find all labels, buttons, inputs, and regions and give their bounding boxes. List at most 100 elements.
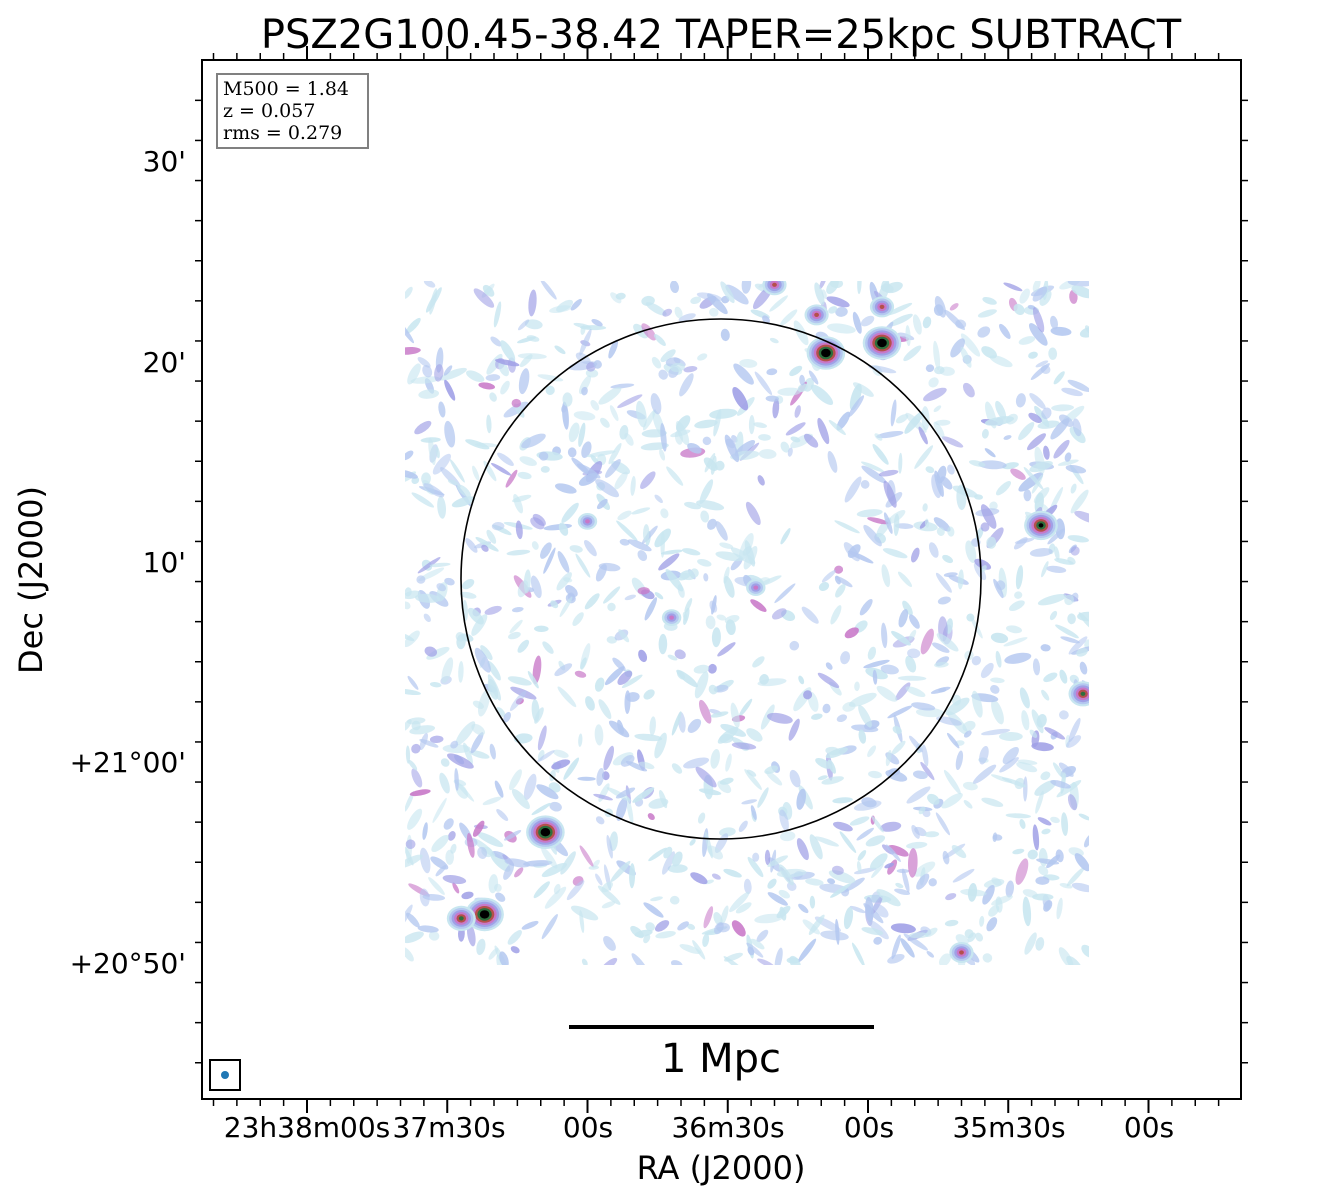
noise-blob (658, 633, 668, 655)
noise-blob (671, 763, 683, 774)
y-tick-label: +20°50' (70, 947, 186, 980)
noise-blob (898, 452, 903, 474)
noise-blob (934, 661, 949, 668)
noise-blob (905, 412, 927, 433)
noise-blob (489, 743, 496, 760)
noise-blob (951, 694, 962, 706)
noise-blob (586, 362, 596, 372)
noise-blob (989, 355, 1013, 368)
noise-blob (754, 913, 784, 924)
y-tick-label: 20' (143, 346, 186, 379)
noise-blob (905, 325, 911, 347)
source-contour (821, 348, 831, 358)
noise-blob (584, 593, 600, 610)
noise-blob (924, 518, 930, 528)
noise-blob (540, 465, 550, 473)
noise-blob (594, 677, 605, 692)
noise-blob (496, 809, 509, 821)
noise-blob (717, 780, 732, 794)
noise-blob (1054, 546, 1060, 560)
noise-blob (651, 356, 662, 369)
noise-blob (981, 797, 1004, 807)
noise-blob (757, 787, 769, 808)
noise-blob (819, 281, 827, 290)
noise-blob (972, 764, 997, 785)
noise-blob (566, 880, 585, 901)
noise-blob (730, 702, 740, 728)
noise-blob (1034, 405, 1050, 428)
noise-blob (1041, 561, 1049, 578)
noise-blob (697, 812, 706, 824)
noise-blob (865, 896, 874, 923)
scale-bar-label: 1 Mpc (661, 1036, 781, 1082)
noise-blob (499, 951, 509, 965)
noise-blob (531, 541, 539, 550)
noise-blob (676, 415, 691, 432)
noise-blob (1061, 812, 1069, 836)
noise-blob (753, 422, 767, 428)
noise-blob (992, 832, 998, 842)
noise-blob (779, 809, 789, 832)
noise-blob (968, 460, 986, 467)
noise-blob (990, 677, 1005, 684)
noise-blob (405, 791, 415, 812)
noise-blob (674, 306, 683, 319)
noise-blob (928, 878, 937, 887)
noise-blob (466, 923, 476, 947)
noise-blob (424, 646, 438, 657)
noise-blob (916, 873, 930, 890)
noise-blob (687, 718, 702, 733)
noise-blob (888, 844, 909, 857)
source-contour (458, 916, 464, 921)
noise-blob (750, 599, 767, 612)
noise-blob (859, 599, 873, 616)
noise-blob (1014, 591, 1023, 599)
noise-blob (655, 920, 670, 932)
noise-blob (868, 365, 897, 374)
noise-blob (637, 587, 650, 595)
noise-blob (1028, 412, 1042, 424)
noise-blob (1031, 474, 1044, 494)
noise-blob (598, 386, 622, 405)
noise-blob (918, 806, 926, 815)
noise-blob (1064, 452, 1072, 462)
noise-blob (617, 670, 633, 685)
noise-blob (835, 584, 846, 598)
noise-blob (437, 496, 446, 519)
noise-blob (810, 713, 823, 720)
noise-blob (725, 753, 732, 772)
noise-blob (765, 395, 779, 402)
noise-blob (708, 684, 718, 695)
noise-blob (601, 881, 613, 893)
radio-source (1068, 681, 1089, 707)
noise-blob (654, 592, 664, 600)
noise-blob (678, 313, 696, 322)
noise-blob (1056, 780, 1082, 798)
noise-blob (1068, 717, 1081, 743)
noise-blob (1035, 790, 1044, 814)
noise-blob (803, 690, 813, 700)
noise-blob (936, 716, 962, 726)
noise-blob (447, 479, 459, 486)
noise-blob (439, 772, 450, 794)
noise-blob (1040, 644, 1051, 652)
x-tick-labels: 23h38m00s 37m30s 00s 36m30s 00s 35m30s 0… (224, 1111, 1174, 1144)
noise-blob (814, 282, 825, 306)
noise-blob (461, 891, 474, 900)
noise-blob (893, 513, 900, 536)
noise-blob (422, 365, 433, 378)
noise-blob (625, 760, 648, 772)
noise-blob (476, 938, 486, 956)
noise-blob (719, 827, 736, 837)
noise-blob (487, 660, 501, 681)
noise-blob (435, 865, 447, 877)
noise-blob (910, 547, 920, 563)
noise-blob (928, 377, 939, 388)
noise-blob (409, 789, 431, 797)
noise-blob (407, 675, 419, 690)
beam-ellipse (221, 1071, 229, 1079)
y-tick-label: +21°00' (70, 746, 186, 779)
noise-blob (414, 420, 432, 435)
noise-blob (750, 805, 757, 821)
noise-blob (638, 761, 655, 770)
